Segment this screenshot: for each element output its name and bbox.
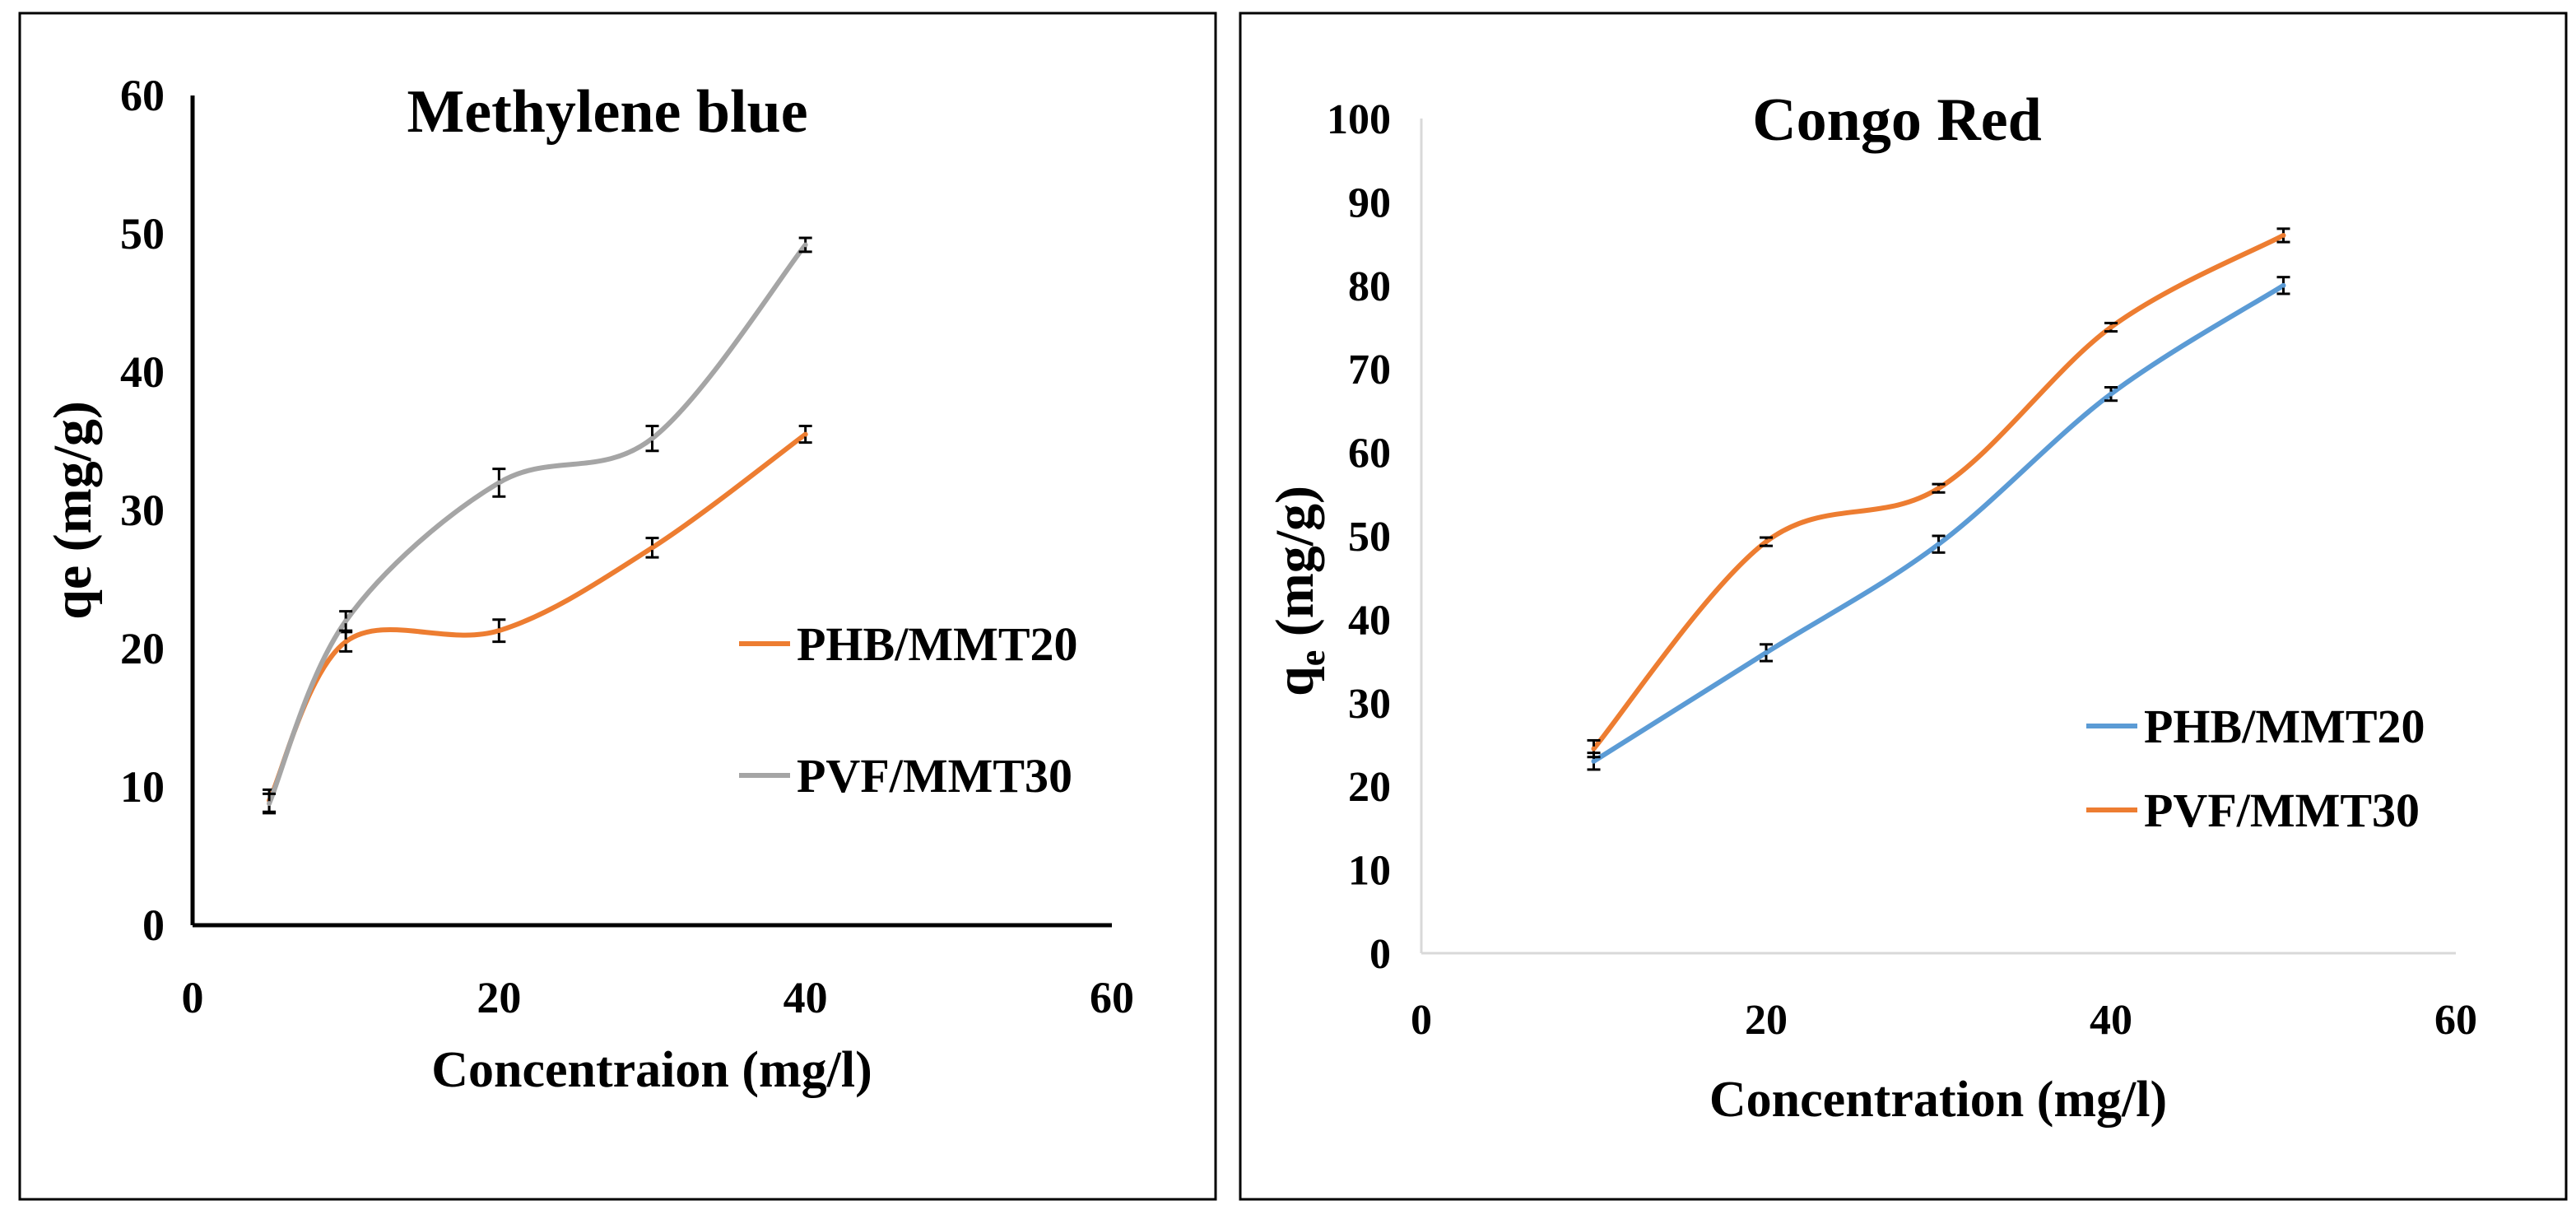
y-tick-label: 10: [1348, 848, 1391, 895]
data-point: [343, 618, 349, 624]
y-tick-label: 80: [1348, 263, 1391, 310]
y-tick-label: 20: [120, 624, 165, 673]
series-pvf-mmt30: [263, 236, 812, 815]
y-tick-label: 60: [1348, 430, 1391, 477]
data-point: [2109, 324, 2113, 330]
y-axis-title-units: (mg/g): [1265, 486, 1325, 650]
data-point: [1591, 746, 1597, 752]
legend-item: PHB/MMT20: [2086, 700, 2425, 753]
legend-label: PHB/MMT20: [2144, 700, 2425, 753]
y-tick-label: 90: [1348, 179, 1391, 226]
data-point: [1936, 542, 1941, 547]
data-point: [1591, 758, 1597, 764]
data-point: [1936, 486, 1941, 491]
x-tick-label: 60: [1090, 973, 1134, 1022]
legend-item: PVF/MMT30: [2086, 784, 2420, 837]
data-point: [802, 431, 808, 437]
x-tick-label: 20: [477, 973, 521, 1022]
y-tick-label: 30: [1348, 681, 1391, 728]
data-point: [343, 639, 349, 645]
y-axis-title-main: q: [1265, 666, 1325, 696]
series-pvf-mmt30: [1587, 227, 2290, 759]
legend-label: PHB/MMT20: [797, 617, 1078, 671]
legend-item: PVF/MMT30: [739, 749, 1072, 803]
legend-label: PVF/MMT30: [797, 749, 1072, 803]
y-tick-label: 30: [120, 486, 165, 535]
x-tick-label: 40: [783, 973, 828, 1022]
chart-panel-0: 0 10 20 30 40 50 60 0 20 40 60 Methylene blue Concen…: [18, 12, 1217, 1201]
chart-title: Congo Red: [1752, 86, 2042, 154]
panel-border: [1239, 12, 2568, 1201]
x-axis-title: Concentration (mg/l): [1709, 1072, 2167, 1128]
data-point: [2281, 232, 2286, 238]
legend-item: PHB/MMT20: [739, 617, 1078, 671]
y-axis-title-main: qe (mg/g): [43, 401, 103, 620]
x-tick-label: 20: [1745, 997, 1788, 1044]
y-tick-label: 10: [120, 762, 165, 812]
y-tick-label: 50: [120, 209, 165, 258]
data-point: [1764, 539, 1769, 545]
legend-label: PVF/MMT30: [2144, 784, 2420, 837]
data-point: [649, 435, 655, 441]
x-tick-label: 0: [182, 973, 204, 1022]
data-point: [1764, 649, 1769, 655]
y-tick-label: 100: [1327, 96, 1391, 143]
y-tick-label: 40: [120, 347, 165, 397]
data-point: [2109, 391, 2113, 397]
data-point: [802, 242, 808, 248]
y-tick-label: 0: [142, 901, 165, 950]
data-point: [496, 628, 502, 634]
y-tick-label: 20: [1348, 764, 1391, 811]
y-axis-title-subscript: e: [1292, 650, 1332, 667]
y-tick-label: 0: [1369, 931, 1391, 978]
x-tick-label: 60: [2434, 997, 2477, 1044]
y-axis-title: qe (mg/g): [43, 401, 103, 620]
x-axis-title: Concentraion (mg/l): [431, 1042, 872, 1098]
y-axis-title: qe (mg/g): [1265, 486, 1332, 696]
panel-border: [18, 12, 1217, 1201]
y-tick-label: 70: [1348, 347, 1391, 393]
series-phb-mmt20: [1587, 276, 2290, 771]
y-tick-label: 50: [1348, 514, 1391, 561]
y-tick-label: 60: [120, 71, 165, 120]
y-tick-label: 40: [1348, 597, 1391, 644]
data-point: [267, 801, 272, 807]
chart-title: Methylene blue: [407, 78, 807, 146]
chart-panel-1: 0 10 20 30 40 50 60 70 80 90 100 0 20 40 60 Congo Red Co…: [1239, 12, 2568, 1201]
data-point: [649, 545, 655, 551]
data-point: [496, 480, 502, 486]
data-point: [2281, 282, 2286, 288]
x-tick-label: 0: [1411, 997, 1432, 1044]
x-tick-label: 40: [2090, 997, 2132, 1044]
